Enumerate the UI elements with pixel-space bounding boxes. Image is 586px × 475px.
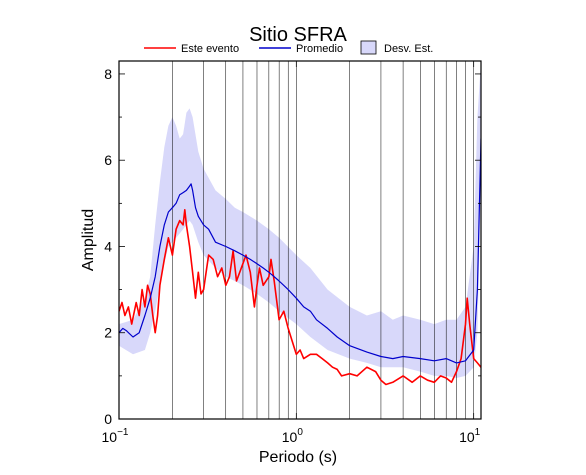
x-axis-label: Periodo (s)	[259, 449, 337, 466]
series-line-mean	[119, 138, 481, 364]
series-layer	[119, 138, 481, 386]
x-tick-label: 100	[282, 427, 304, 445]
std-dev-band-layer	[119, 61, 481, 378]
y-axis-label: Amplitud	[80, 209, 97, 271]
plot-frame	[118, 60, 482, 420]
y-tick-label: 8	[104, 66, 112, 82]
legend: Este evento Promedio Desv. Est.	[144, 40, 433, 55]
chart-title: Sitio SFRA	[249, 24, 347, 46]
x-tick-label: 101	[459, 427, 481, 445]
legend-label-este-evento: Este evento	[181, 43, 239, 55]
grid-layer	[118, 61, 474, 419]
series-line-event	[119, 209, 481, 386]
legend-label-desv-est: Desv. Est.	[384, 43, 433, 55]
std-dev-band	[119, 61, 481, 378]
legend-label-promedio: Promedio	[296, 43, 343, 55]
y-tick-label: 0	[104, 411, 112, 427]
x-tick-label: 10−1	[102, 427, 129, 445]
y-tick-label: 4	[104, 238, 112, 254]
y-tick-label: 2	[104, 325, 112, 341]
y-tick-label: 6	[104, 152, 112, 168]
legend-swatch-desv-est	[360, 40, 377, 55]
tick-layer: 0 2 4 6 8 10−1 100 101	[102, 61, 481, 445]
